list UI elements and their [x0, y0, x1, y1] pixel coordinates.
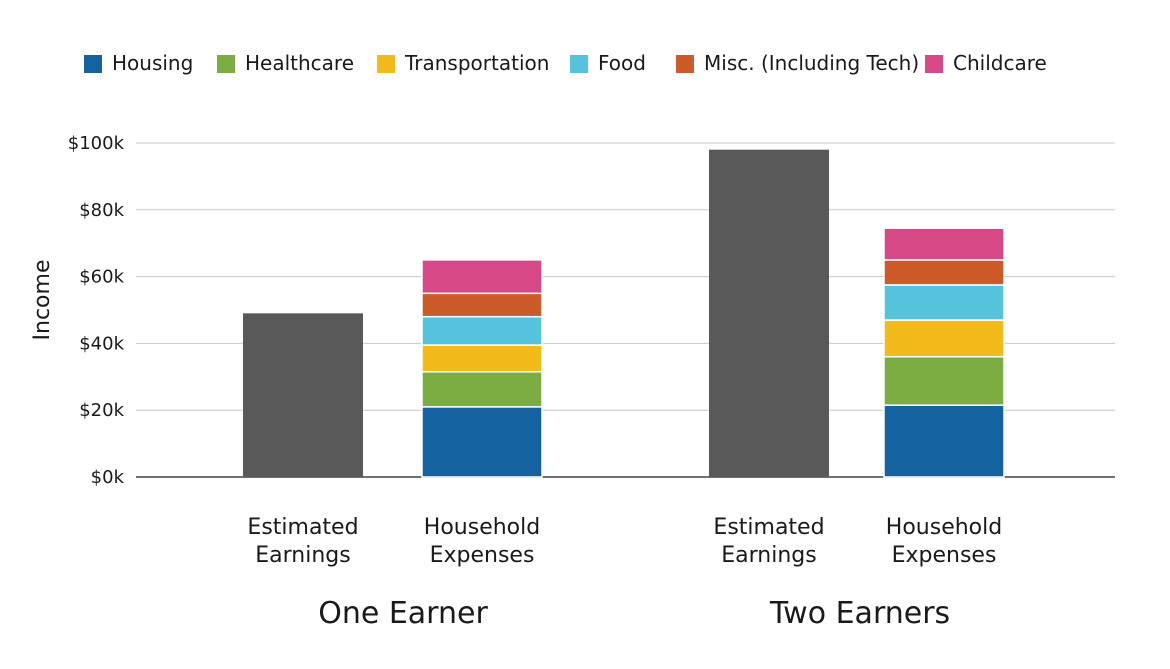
category-label: Estimated Earnings — [713, 515, 824, 568]
y-axis-title: Income — [30, 260, 55, 341]
bar-segment-food — [883, 284, 1005, 321]
y-tick-label: $100k — [68, 133, 125, 154]
bar-segment-healthcare — [421, 371, 543, 408]
bar-segment-misc-including-tech — [883, 259, 1005, 286]
legend-swatch — [925, 55, 943, 73]
bar-segment-misc-including-tech — [421, 292, 543, 318]
y-tick-label: $40k — [79, 333, 124, 354]
group-label: One Earner — [318, 596, 488, 631]
legend-swatch — [217, 55, 235, 73]
bar-segment-housing — [883, 404, 1005, 478]
bar-segment-transportation — [883, 319, 1005, 358]
legend-swatch — [84, 55, 102, 73]
y-tick-label: $60k — [79, 267, 124, 288]
group-label: Two Earners — [769, 596, 950, 631]
legend-swatch — [570, 55, 588, 73]
legend-item: Misc. (Including Tech) — [676, 51, 919, 75]
bar-segment-food — [421, 315, 543, 346]
bar-estimated-earnings — [709, 149, 829, 477]
category-label: Estimated Earnings — [247, 515, 358, 568]
y-tick-label: $0k — [91, 467, 125, 488]
x-axis-labels: Estimated Earnings Household Expenses One Ea… — [247, 515, 1002, 631]
legend-swatch — [377, 55, 395, 73]
legend-label: Food — [598, 51, 646, 75]
legend-item: Housing — [84, 51, 193, 75]
legend-label: Misc. (Including Tech) — [704, 51, 919, 75]
bar-segment-childcare — [421, 259, 543, 295]
legend-item: Childcare — [925, 51, 1047, 75]
bar-estimated-earnings — [243, 313, 363, 477]
bar-segment-housing — [421, 406, 543, 478]
legend-item: Transportation — [377, 51, 549, 75]
legend-label: Healthcare — [245, 51, 354, 75]
chart-legend: Housing Healthcare Transportation Food Misc.… — [84, 51, 1047, 75]
y-tick-label: $20k — [79, 400, 124, 421]
y-axis: $0k $20k $40k $60k $80k $100k — [68, 133, 125, 488]
legend-label: Housing — [112, 51, 193, 75]
legend-label: Childcare — [953, 51, 1047, 75]
legend-item: Healthcare — [217, 51, 354, 75]
legend-item: Food — [570, 51, 646, 75]
legend-swatch — [676, 55, 694, 73]
bar-segment-childcare — [883, 227, 1005, 261]
y-tick-label: $80k — [79, 200, 124, 221]
bars — [243, 149, 1005, 478]
legend-label: Transportation — [404, 51, 549, 75]
bar-segment-transportation — [421, 344, 543, 373]
category-label: Household Expenses — [424, 515, 540, 568]
bar-segment-healthcare — [883, 356, 1005, 406]
category-label: Household Expenses — [886, 515, 1002, 568]
